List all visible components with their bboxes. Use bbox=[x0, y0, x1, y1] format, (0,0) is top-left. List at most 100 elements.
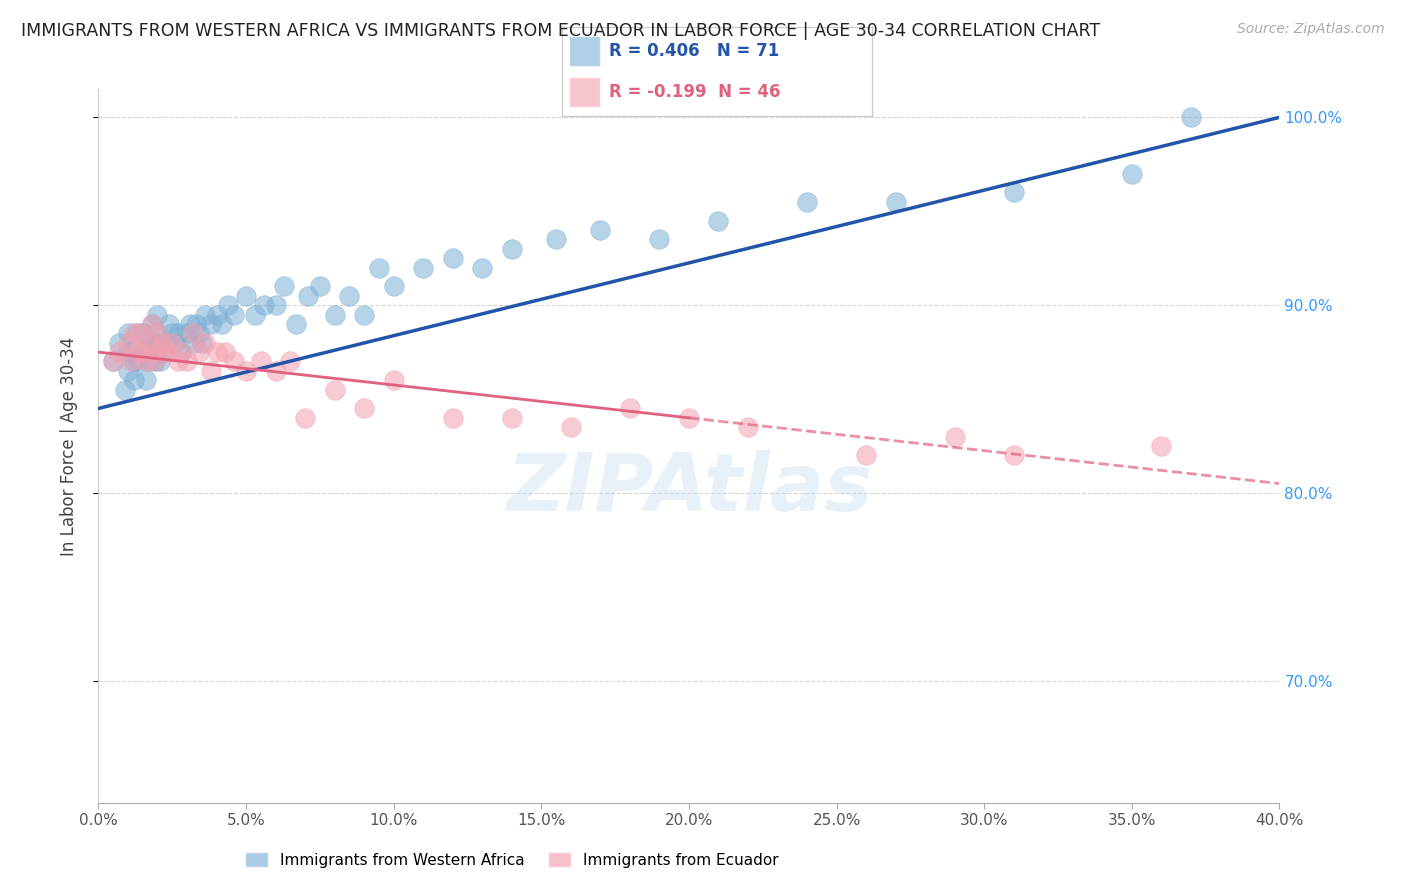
Point bbox=[1180, 111, 1202, 125]
Point bbox=[141, 317, 163, 331]
Point bbox=[138, 335, 160, 350]
Point bbox=[441, 410, 464, 425]
Point bbox=[146, 308, 169, 322]
Point bbox=[214, 345, 236, 359]
Point bbox=[191, 335, 214, 350]
FancyBboxPatch shape bbox=[568, 77, 599, 107]
Point bbox=[1150, 439, 1173, 453]
Point bbox=[125, 326, 148, 341]
Point bbox=[501, 410, 523, 425]
Point bbox=[122, 354, 145, 368]
Point bbox=[217, 298, 239, 312]
Text: R = 0.406   N = 71: R = 0.406 N = 71 bbox=[609, 42, 779, 60]
Point bbox=[200, 317, 222, 331]
Point bbox=[382, 373, 405, 387]
Point bbox=[589, 223, 612, 237]
Point bbox=[155, 335, 177, 350]
Point bbox=[149, 335, 172, 350]
Point bbox=[560, 420, 582, 434]
Point bbox=[138, 354, 160, 368]
Point bbox=[943, 429, 966, 443]
Point bbox=[243, 308, 266, 322]
Point bbox=[146, 345, 169, 359]
Point bbox=[167, 326, 190, 341]
Point bbox=[353, 308, 375, 322]
Point bbox=[441, 251, 464, 265]
Point bbox=[323, 308, 346, 322]
Point bbox=[309, 279, 332, 293]
Point bbox=[117, 335, 139, 350]
Point bbox=[273, 279, 295, 293]
Point bbox=[855, 449, 877, 463]
Point bbox=[796, 194, 818, 209]
Point bbox=[1002, 449, 1025, 463]
Text: ZIPAtlas: ZIPAtlas bbox=[506, 450, 872, 528]
Point bbox=[146, 326, 169, 341]
Point bbox=[181, 335, 204, 350]
Point bbox=[194, 308, 217, 322]
Point bbox=[125, 345, 148, 359]
Point bbox=[128, 326, 150, 341]
Text: R = -0.199  N = 46: R = -0.199 N = 46 bbox=[609, 83, 780, 101]
Point bbox=[146, 326, 169, 341]
Point bbox=[176, 354, 198, 368]
Point bbox=[155, 345, 177, 359]
Point bbox=[117, 326, 139, 341]
Point bbox=[138, 335, 160, 350]
Point bbox=[170, 345, 193, 359]
Legend: Immigrants from Western Africa, Immigrants from Ecuador: Immigrants from Western Africa, Immigran… bbox=[239, 846, 785, 873]
Point bbox=[619, 401, 641, 416]
Point bbox=[157, 317, 180, 331]
Point bbox=[184, 317, 207, 331]
Point bbox=[412, 260, 434, 275]
Point bbox=[297, 289, 319, 303]
Point bbox=[546, 232, 568, 246]
Point bbox=[117, 364, 139, 378]
Point bbox=[176, 326, 198, 341]
FancyBboxPatch shape bbox=[568, 36, 599, 66]
Point bbox=[224, 308, 246, 322]
Point bbox=[149, 354, 172, 368]
Point bbox=[181, 326, 204, 341]
Point bbox=[200, 364, 222, 378]
Point bbox=[162, 326, 183, 341]
Point bbox=[117, 345, 139, 359]
Point bbox=[368, 260, 391, 275]
Point bbox=[648, 232, 671, 246]
Point bbox=[132, 345, 155, 359]
Text: IMMIGRANTS FROM WESTERN AFRICA VS IMMIGRANTS FROM ECUADOR IN LABOR FORCE | AGE 3: IMMIGRANTS FROM WESTERN AFRICA VS IMMIGR… bbox=[21, 22, 1101, 40]
Point bbox=[179, 317, 201, 331]
Point bbox=[132, 326, 155, 341]
Point bbox=[135, 345, 157, 359]
Point bbox=[205, 345, 228, 359]
Point bbox=[149, 345, 172, 359]
Text: Source: ZipAtlas.com: Source: ZipAtlas.com bbox=[1237, 22, 1385, 37]
Point bbox=[253, 298, 276, 312]
Point bbox=[152, 335, 174, 350]
Y-axis label: In Labor Force | Age 30-34: In Labor Force | Age 30-34 bbox=[59, 336, 77, 556]
Point bbox=[382, 279, 405, 293]
Point bbox=[143, 354, 166, 368]
Point bbox=[194, 335, 217, 350]
Point bbox=[114, 383, 136, 397]
Point bbox=[141, 345, 163, 359]
Point bbox=[103, 354, 125, 368]
Point bbox=[108, 345, 131, 359]
Point bbox=[235, 289, 257, 303]
Point bbox=[501, 242, 523, 256]
Point bbox=[884, 194, 907, 209]
Point bbox=[353, 401, 375, 416]
Point bbox=[103, 354, 125, 368]
Point bbox=[141, 345, 163, 359]
Point bbox=[278, 354, 302, 368]
Point bbox=[187, 326, 209, 341]
Point bbox=[250, 354, 273, 368]
Point bbox=[264, 298, 287, 312]
Point bbox=[211, 317, 233, 331]
Point bbox=[165, 335, 187, 350]
Point bbox=[264, 364, 287, 378]
Point bbox=[167, 354, 190, 368]
Point bbox=[707, 213, 730, 227]
Point bbox=[143, 354, 166, 368]
Point bbox=[294, 410, 316, 425]
